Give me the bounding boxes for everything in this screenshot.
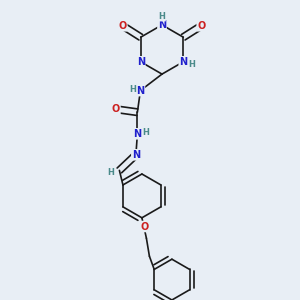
Text: H: H [129,85,136,94]
Text: O: O [118,21,127,31]
Text: O: O [197,21,206,31]
Text: H: H [188,60,195,69]
Text: N: N [133,129,142,139]
Text: H: H [108,168,114,177]
Text: N: N [136,57,145,67]
Text: O: O [140,221,148,232]
Text: N: N [136,85,145,96]
Text: H: H [159,12,165,21]
Text: N: N [132,150,140,160]
Text: N: N [179,57,188,67]
Text: O: O [112,104,120,114]
Text: H: H [142,128,149,137]
Text: N: N [158,20,166,30]
